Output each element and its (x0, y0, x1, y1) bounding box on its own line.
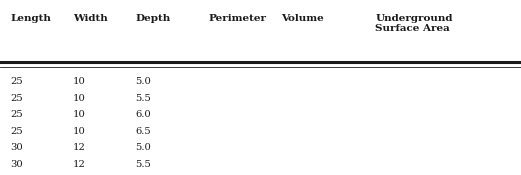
Text: Depth: Depth (135, 14, 171, 23)
Text: 30: 30 (10, 160, 23, 169)
Text: 12: 12 (73, 144, 86, 152)
Text: 5.0: 5.0 (135, 77, 151, 86)
Text: 10: 10 (73, 77, 86, 86)
Text: 10: 10 (73, 94, 86, 103)
Text: 30: 30 (10, 144, 23, 152)
Text: 25: 25 (10, 77, 23, 86)
Text: Perimeter: Perimeter (208, 14, 266, 23)
Text: 10: 10 (73, 127, 86, 136)
Text: 5.5: 5.5 (135, 94, 151, 103)
Text: Length: Length (10, 14, 51, 23)
Text: 25: 25 (10, 94, 23, 103)
Text: Underground
Surface Area: Underground Surface Area (375, 14, 453, 33)
Text: 25: 25 (10, 110, 23, 119)
Text: 5.5: 5.5 (135, 160, 151, 169)
Text: 10: 10 (73, 110, 86, 119)
Text: 6.5: 6.5 (135, 127, 151, 136)
Text: 12: 12 (73, 160, 86, 169)
Text: Width: Width (73, 14, 108, 23)
Text: 5.0: 5.0 (135, 144, 151, 152)
Text: 25: 25 (10, 127, 23, 136)
Text: Volume: Volume (281, 14, 324, 23)
Text: 6.0: 6.0 (135, 110, 151, 119)
